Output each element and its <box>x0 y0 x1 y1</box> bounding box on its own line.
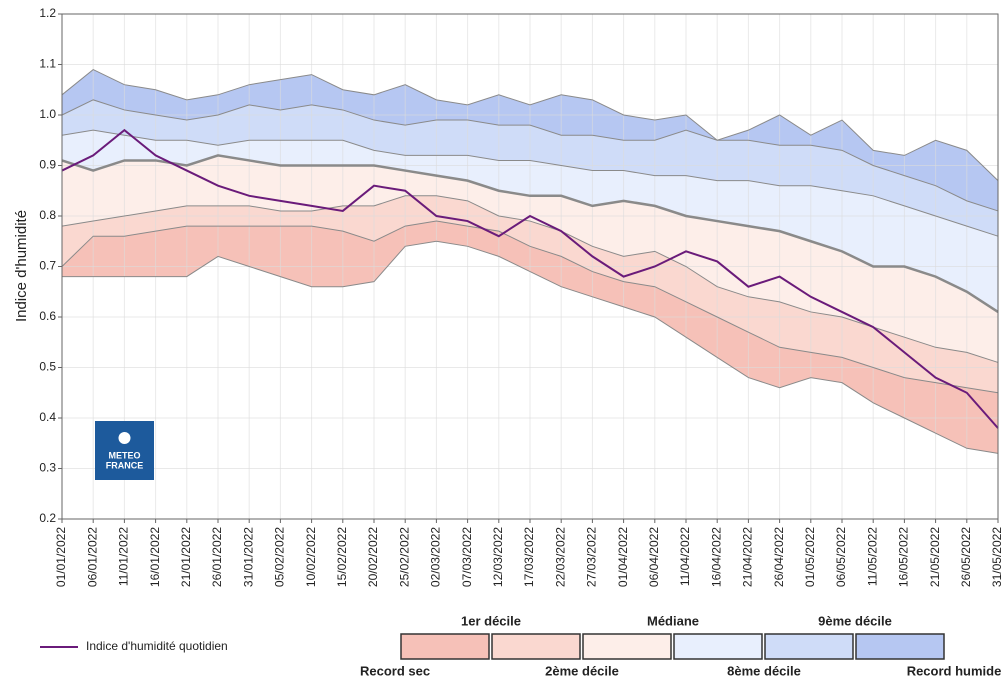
band <box>62 155 998 363</box>
x-tick-label: 25/02/2022 <box>397 527 411 587</box>
x-tick-label: 10/02/2022 <box>304 527 318 587</box>
band <box>62 69 998 211</box>
x-tick-label: 16/05/2022 <box>897 527 911 587</box>
series-line <box>61 154 999 313</box>
legend-band <box>764 633 854 660</box>
x-tick-label: 21/01/2022 <box>179 527 193 587</box>
x-tick-label: 11/01/2022 <box>117 527 131 586</box>
x-tick-label: 15/02/2022 <box>335 527 349 587</box>
x-tick-label: 02/03/2022 <box>429 527 443 587</box>
series-line <box>61 129 999 237</box>
logo-text: FRANCE <box>106 460 144 470</box>
x-tick-label: 26/01/2022 <box>210 527 224 587</box>
legend-label: 9ème décile <box>818 613 892 628</box>
legend-label: Record humide <box>907 663 1002 678</box>
legend-label: 2ème décile <box>545 663 619 678</box>
y-axis-title: Indice d'humidité <box>13 210 30 322</box>
x-tick-label: 07/03/2022 <box>460 527 474 587</box>
x-tick-label: 26/05/2022 <box>959 527 973 587</box>
x-tick-label: 11/04/2022 <box>678 527 692 586</box>
logo-icon <box>118 432 131 444</box>
y-tick-label: 1.0 <box>39 107 56 121</box>
series-line <box>61 99 999 212</box>
x-tick-label: 06/05/2022 <box>834 527 848 587</box>
x-tick-label: 26/04/2022 <box>772 527 786 587</box>
legend-band <box>673 633 763 660</box>
logo-text: METEO <box>108 450 140 460</box>
x-tick-label: 20/02/2022 <box>366 527 380 587</box>
y-tick-label: 0.9 <box>39 158 56 172</box>
series-line <box>62 240 999 454</box>
y-tick-label: 1.1 <box>39 57 56 71</box>
y-tick-label: 0.7 <box>39 259 56 273</box>
x-tick-label: 17/03/2022 <box>522 527 536 587</box>
x-tick-label: 06/01/2022 <box>85 527 99 587</box>
y-tick-label: 0.5 <box>39 360 56 374</box>
x-tick-label: 16/01/2022 <box>148 527 162 587</box>
series-line <box>61 68 999 182</box>
x-tick-label: 01/01/2022 <box>54 527 68 587</box>
y-tick-label: 0.2 <box>39 511 56 525</box>
y-tick-label: 1.2 <box>39 6 56 20</box>
x-tick-label: 22/03/2022 <box>553 527 567 587</box>
band <box>62 221 998 454</box>
legend-band <box>491 633 581 660</box>
legend-label: Indice d'humidité quotidien <box>86 639 228 653</box>
legend-band <box>855 633 945 660</box>
legend-label: Médiane <box>647 613 699 628</box>
x-tick-label: 12/03/2022 <box>491 527 505 587</box>
x-tick-label: 05/02/2022 <box>273 527 287 587</box>
legend-label: 1er décile <box>461 613 521 628</box>
legend-band <box>582 633 672 660</box>
series-line <box>61 195 999 363</box>
x-tick-label: 31/05/2022 <box>990 527 1004 587</box>
x-tick-label: 27/03/2022 <box>585 527 599 587</box>
x-tick-label: 21/05/2022 <box>928 527 942 587</box>
x-tick-label: 01/05/2022 <box>803 527 817 587</box>
band <box>62 99 998 237</box>
x-tick-label: 11/05/2022 <box>865 527 879 586</box>
x-tick-label: 16/04/2022 <box>709 527 723 587</box>
x-tick-label: 01/04/2022 <box>616 527 630 587</box>
series-line <box>61 128 999 429</box>
x-tick-label: 31/01/2022 <box>241 527 255 587</box>
x-tick-label: 21/04/2022 <box>741 527 755 587</box>
legend-label: Record sec <box>360 663 430 678</box>
legend-label: 8ème décile <box>727 663 801 678</box>
y-tick-label: 0.3 <box>39 461 56 475</box>
y-tick-label: 0.8 <box>39 208 56 222</box>
y-tick-label: 0.6 <box>39 309 56 323</box>
x-tick-label: 06/04/2022 <box>647 527 661 587</box>
legend-band <box>400 633 490 660</box>
series-line <box>61 220 999 394</box>
y-tick-label: 0.4 <box>39 410 56 424</box>
logo-box <box>95 421 154 480</box>
